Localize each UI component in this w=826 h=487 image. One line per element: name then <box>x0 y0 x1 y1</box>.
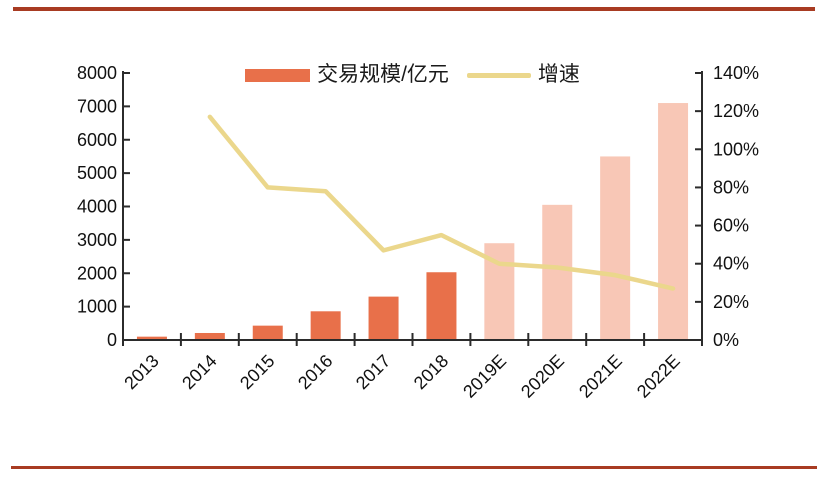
bar-2021E <box>600 156 631 340</box>
left-axis-tick-label: 7000 <box>77 96 117 116</box>
x-axis-category-label: 2014 <box>178 351 220 393</box>
x-axis-category-label: 2021E <box>575 351 626 402</box>
bar-line-chart: 0 1000 2000 3000 4000 5000 6000 7000 8000 0% 20% 40… <box>77 63 759 402</box>
bar-series-label: 交易规模/亿元 <box>317 63 449 86</box>
bar-2018 <box>426 272 457 340</box>
growth-line <box>207 114 676 291</box>
right-axis-tick-label: 20% <box>713 292 749 312</box>
bar-2022E <box>658 103 689 340</box>
right-axis-tick-label: 140% <box>713 63 759 83</box>
legend-item-bar-series: 交易规模/亿元 <box>245 63 449 87</box>
left-axis-tick-label: 3000 <box>77 230 117 250</box>
top-divider-rule <box>13 7 815 11</box>
bar-series-swatch-icon <box>245 68 311 82</box>
chart-legend: 交易规模/亿元 增速 <box>123 63 702 87</box>
x-axis-category-label: 2015 <box>236 351 278 393</box>
x-axis-category-label: 2022E <box>633 351 684 402</box>
legend-item-line-series: 增速 <box>466 63 580 87</box>
left-axis-tick-label: 6000 <box>77 130 117 150</box>
bar-2016 <box>310 311 341 340</box>
right-axis-tick-label: 120% <box>713 101 759 121</box>
bar-2014 <box>194 332 225 340</box>
right-axis-tick-label: 80% <box>713 177 749 197</box>
x-axis-category-label: 2017 <box>352 351 394 393</box>
x-axis-category-label: 2013 <box>120 351 162 393</box>
x-axis-category-label: 2016 <box>294 351 336 393</box>
left-axis-tick-label: 8000 <box>77 63 117 83</box>
bar-2020E <box>542 204 573 340</box>
left-axis-tick-label: 1000 <box>77 297 117 317</box>
right-axis-tick-label: 0% <box>713 330 739 350</box>
bar-2013 <box>136 336 167 340</box>
left-axis-tick-label: 4000 <box>77 197 117 217</box>
right-axis-tick-label: 60% <box>713 216 749 236</box>
x-axis-category-label: 2020E <box>517 351 568 402</box>
right-axis-tick-label: 40% <box>713 254 749 274</box>
bar-2017 <box>368 296 399 340</box>
left-axis-tick-label: 0 <box>107 330 117 350</box>
bottom-divider-rule <box>11 466 817 469</box>
left-axis-tick-label: 5000 <box>77 163 117 183</box>
bar-2015 <box>252 325 283 340</box>
right-axis-tick-label: 100% <box>713 139 759 159</box>
x-axis-category-label: 2018 <box>410 351 452 393</box>
line-series-label: 增速 <box>537 63 580 86</box>
left-axis-tick-label: 2000 <box>77 263 117 283</box>
line-series-swatch-icon <box>466 72 531 78</box>
x-axis-category-label: 2019E <box>459 351 510 402</box>
